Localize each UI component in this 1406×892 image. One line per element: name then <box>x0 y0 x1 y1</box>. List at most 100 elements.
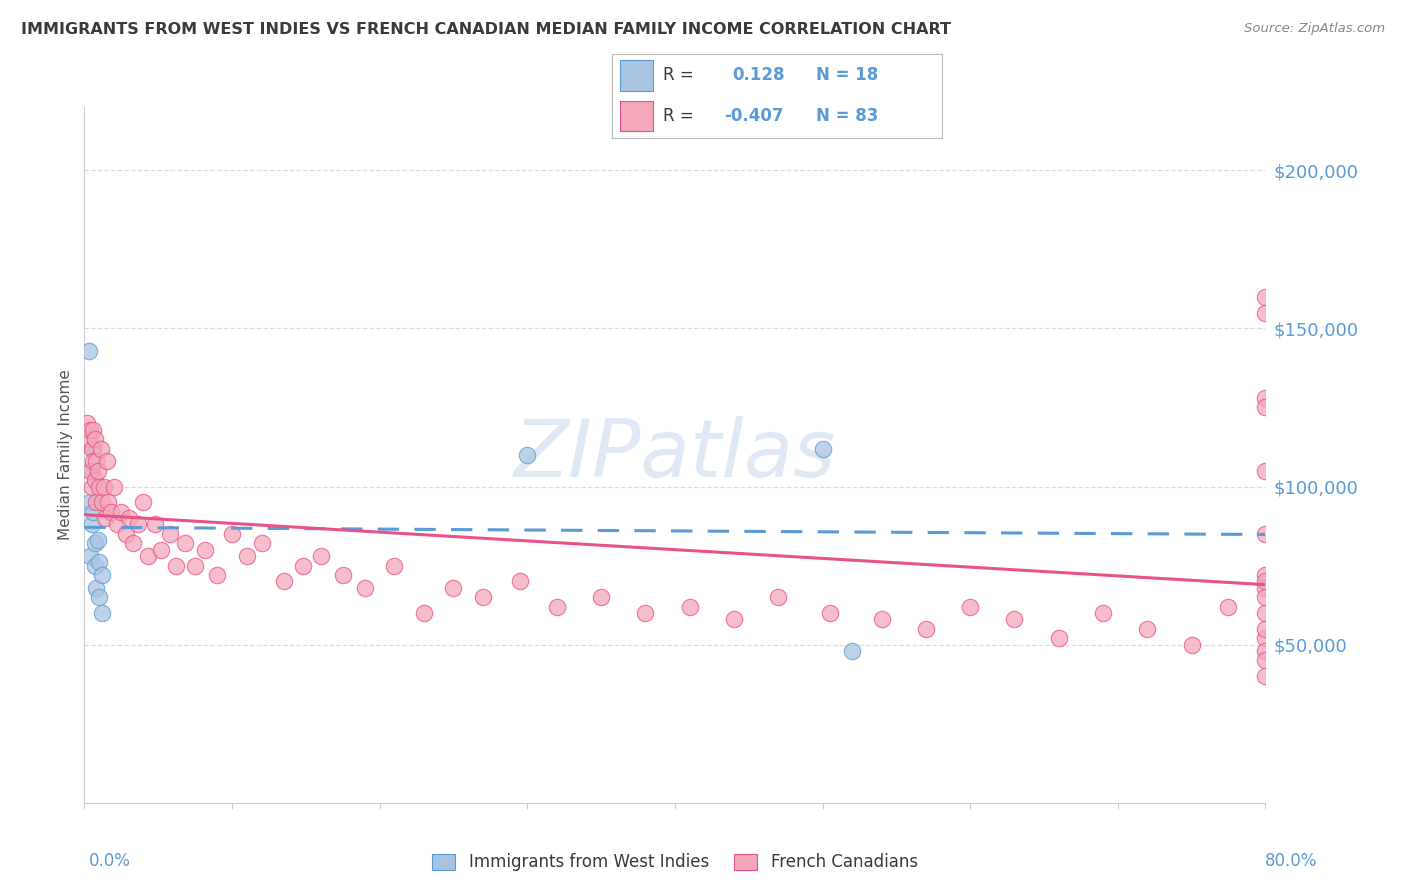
Point <box>150 542 173 557</box>
Text: Source: ZipAtlas.com: Source: ZipAtlas.com <box>1244 22 1385 36</box>
Point <box>1254 290 1277 304</box>
Point <box>122 536 145 550</box>
Point <box>591 591 613 605</box>
Point <box>165 558 187 573</box>
Point <box>914 622 936 636</box>
Point <box>1254 653 1277 667</box>
Point <box>1254 669 1277 683</box>
Point <box>332 568 354 582</box>
Point <box>86 533 108 548</box>
Text: 80.0%: 80.0% <box>1265 852 1317 870</box>
Point <box>84 495 107 509</box>
Point <box>79 495 101 509</box>
Point <box>80 464 103 478</box>
Point <box>96 454 118 468</box>
Point <box>1254 622 1277 636</box>
Point <box>136 549 159 563</box>
Point <box>184 558 207 573</box>
Point <box>79 423 101 437</box>
Point <box>273 574 295 589</box>
Point <box>818 606 841 620</box>
Point <box>678 599 700 614</box>
Point <box>76 417 98 431</box>
Point <box>83 473 105 487</box>
Point <box>100 505 122 519</box>
Point <box>86 464 108 478</box>
Point <box>127 517 149 532</box>
Point <box>82 505 104 519</box>
Text: R =: R = <box>662 107 693 125</box>
Point <box>1092 606 1115 620</box>
Point <box>1218 599 1240 614</box>
Point <box>79 464 101 478</box>
Point <box>173 536 195 550</box>
Point <box>91 568 114 582</box>
Point <box>1181 638 1204 652</box>
Point <box>84 581 107 595</box>
Point <box>472 591 495 605</box>
Point <box>870 612 893 626</box>
Text: N = 83: N = 83 <box>817 107 879 125</box>
Point <box>97 495 120 509</box>
Point <box>89 556 111 570</box>
Point <box>250 536 273 550</box>
Point <box>80 479 103 493</box>
Point <box>80 517 103 532</box>
Point <box>1004 612 1026 626</box>
Point <box>291 558 314 573</box>
Point <box>118 511 141 525</box>
Point <box>1254 591 1277 605</box>
Point <box>841 644 863 658</box>
Point <box>811 442 834 456</box>
Point <box>93 479 115 493</box>
Point <box>79 549 101 563</box>
Point <box>516 448 538 462</box>
Y-axis label: Median Family Income: Median Family Income <box>58 369 73 541</box>
Point <box>441 581 464 595</box>
Point <box>413 606 436 620</box>
Text: -0.407: -0.407 <box>724 107 783 125</box>
Point <box>354 581 377 595</box>
Point <box>221 527 243 541</box>
Text: 0.128: 0.128 <box>733 66 785 84</box>
Point <box>509 574 531 589</box>
Point <box>382 558 406 573</box>
Point <box>90 442 112 456</box>
Point <box>80 442 103 456</box>
Point <box>82 442 104 456</box>
Point <box>89 479 111 493</box>
Point <box>1254 606 1277 620</box>
Point <box>94 511 117 525</box>
Point <box>194 542 217 557</box>
Point <box>1254 632 1277 646</box>
Point <box>1254 568 1277 582</box>
Point <box>159 527 181 541</box>
Point <box>143 517 166 532</box>
Point <box>205 568 228 582</box>
Point <box>546 599 568 614</box>
Point <box>634 606 657 620</box>
Legend: Immigrants from West Indies, French Canadians: Immigrants from West Indies, French Cana… <box>426 847 924 878</box>
Point <box>1254 581 1277 595</box>
Point <box>77 432 100 446</box>
Point <box>110 505 132 519</box>
Text: IMMIGRANTS FROM WEST INDIES VS FRENCH CANADIAN MEDIAN FAMILY INCOME CORRELATION : IMMIGRANTS FROM WEST INDIES VS FRENCH CA… <box>21 22 950 37</box>
Point <box>89 591 111 605</box>
FancyBboxPatch shape <box>620 61 652 91</box>
Point <box>83 558 105 573</box>
Point <box>82 423 104 437</box>
Text: N = 18: N = 18 <box>817 66 879 84</box>
Point <box>723 612 745 626</box>
Text: ZIPatlas: ZIPatlas <box>513 416 837 494</box>
Point <box>1254 305 1277 319</box>
Point <box>83 432 105 446</box>
Point <box>1254 574 1277 589</box>
Text: R =: R = <box>662 66 693 84</box>
Point <box>768 591 790 605</box>
Point <box>1254 644 1277 658</box>
Point <box>83 536 105 550</box>
Point <box>91 606 114 620</box>
Point <box>84 454 107 468</box>
Point <box>114 527 136 541</box>
Point <box>1254 401 1277 415</box>
